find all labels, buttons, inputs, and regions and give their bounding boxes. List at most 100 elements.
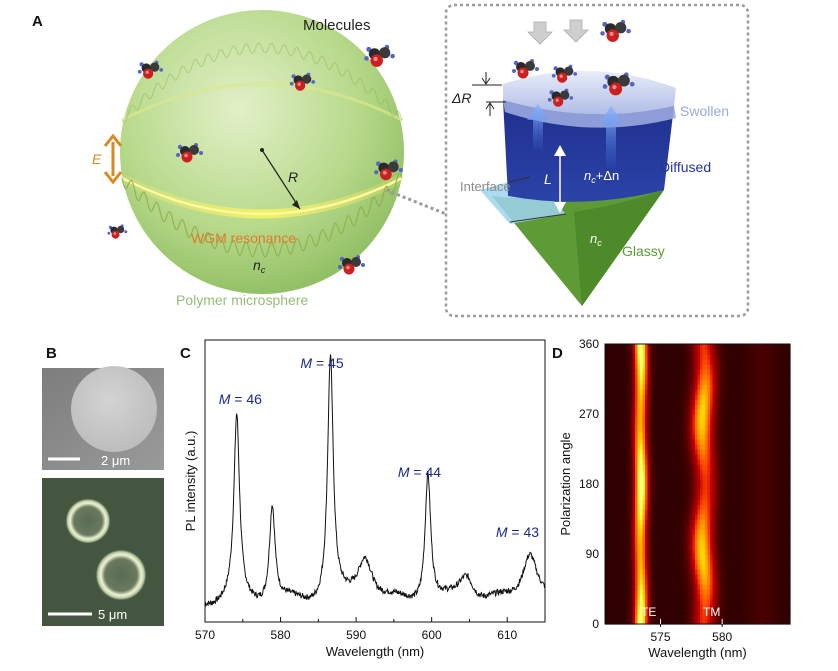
heatmap-cell — [727, 424, 731, 430]
heatmap-cell — [620, 394, 624, 400]
heatmap-cell — [705, 484, 709, 490]
heatmap-cell — [725, 554, 729, 560]
heatmap-cell — [655, 399, 659, 405]
heatmap-cell — [652, 399, 656, 405]
heatmap-cell — [690, 354, 694, 360]
heatmap-cell — [717, 499, 721, 505]
heatmap-cell — [675, 519, 679, 525]
heatmap-cell — [672, 344, 676, 350]
heatmap-cell — [770, 454, 774, 460]
heatmap-cell — [622, 344, 626, 350]
heatmap-cell — [662, 559, 666, 565]
heatmap-cell — [690, 429, 694, 435]
heatmap-cell — [725, 429, 729, 435]
heatmap-cell — [725, 369, 729, 375]
heatmap-cell — [780, 544, 784, 550]
heatmap-cell — [605, 409, 609, 415]
heatmap-cell — [610, 519, 614, 525]
heatmap-cell — [640, 514, 644, 520]
x-tick-label: 570 — [195, 628, 215, 642]
heatmap-cell — [757, 454, 761, 460]
heatmap-cell — [722, 499, 726, 505]
heatmap-cell — [605, 549, 609, 555]
heatmap-cell — [760, 459, 764, 465]
heatmap-cell — [672, 414, 676, 420]
heatmap-cell — [685, 479, 689, 485]
heatmap-cell — [637, 359, 641, 365]
heatmap-cell — [672, 474, 676, 480]
heatmap-cell — [720, 454, 724, 460]
heatmap-cell — [667, 449, 671, 455]
heatmap-cell — [702, 594, 706, 600]
heatmap-cell — [747, 609, 751, 615]
heatmap-cell — [672, 604, 676, 610]
heatmap-cell — [610, 559, 614, 565]
heatmap-cell — [777, 449, 781, 455]
heatmap-cell — [682, 374, 686, 380]
heatmap-cell — [705, 604, 709, 610]
heatmap-cell — [617, 399, 621, 405]
heatmap-cell — [702, 369, 706, 375]
heatmap-cell — [677, 389, 681, 395]
heatmap-cell — [675, 594, 679, 600]
heatmap-cell — [645, 479, 649, 485]
heatmap-cell — [765, 539, 769, 545]
heatmap-cell — [615, 479, 619, 485]
heatmap-cell — [650, 354, 654, 360]
heatmap-cell — [740, 359, 744, 365]
heatmap-cell — [622, 529, 626, 535]
heatmap-cell — [607, 444, 611, 450]
heatmap-cell — [627, 444, 631, 450]
heatmap-cell — [742, 394, 746, 400]
heatmap-cell — [770, 554, 774, 560]
heatmap-cell — [680, 489, 684, 495]
wgm-front-band — [121, 176, 403, 216]
glassy-region-shade — [574, 190, 664, 306]
heatmap-cell — [757, 424, 761, 430]
heatmap-cell — [607, 469, 611, 475]
heatmap-cell — [717, 419, 721, 425]
heatmap-cell — [707, 499, 711, 505]
heatmap-cell — [752, 419, 756, 425]
heatmap-cell — [787, 499, 791, 505]
heatmap-cell — [657, 514, 661, 520]
heatmap-cell — [697, 574, 701, 580]
heatmap-cell — [755, 414, 759, 420]
heatmap-cell — [640, 484, 644, 490]
heatmap-cell — [780, 419, 784, 425]
heatmap-cell — [657, 494, 661, 500]
heatmap-cell — [775, 494, 779, 500]
heatmap-cell — [617, 439, 621, 445]
heatmap-cell — [632, 484, 636, 490]
heatmap-cell — [752, 459, 756, 465]
heatmap-cell — [742, 409, 746, 415]
heatmap-cell — [735, 499, 739, 505]
heatmap-cell — [692, 464, 696, 470]
heatmap-cell — [620, 384, 624, 390]
heatmap-cell — [650, 419, 654, 425]
heatmap-cell — [662, 494, 666, 500]
heatmap-cell — [612, 514, 616, 520]
heatmap-cell — [740, 504, 744, 510]
heatmap-cell — [760, 609, 764, 615]
heatmap-cell — [695, 444, 699, 450]
heatmap-cell — [717, 614, 721, 620]
heatmap-cell — [770, 379, 774, 385]
heatmap-cell — [755, 379, 759, 385]
heatmap-cell — [675, 529, 679, 535]
heatmap-cell — [657, 589, 661, 595]
heatmap-cell — [692, 369, 696, 375]
heatmap-cell — [637, 364, 641, 370]
heatmap-cell — [692, 384, 696, 390]
heatmap-cell — [735, 504, 739, 510]
heatmap-cell — [787, 414, 791, 420]
heatmap-cell — [615, 344, 619, 350]
heatmap-cell — [640, 479, 644, 485]
heatmap-cell — [652, 494, 656, 500]
heatmap-cell — [755, 494, 759, 500]
heatmap-cell — [772, 434, 776, 440]
heatmap-cell — [717, 399, 721, 405]
heatmap-cell — [710, 604, 714, 610]
heatmap-cell — [665, 599, 669, 605]
heatmap-cell — [725, 459, 729, 465]
